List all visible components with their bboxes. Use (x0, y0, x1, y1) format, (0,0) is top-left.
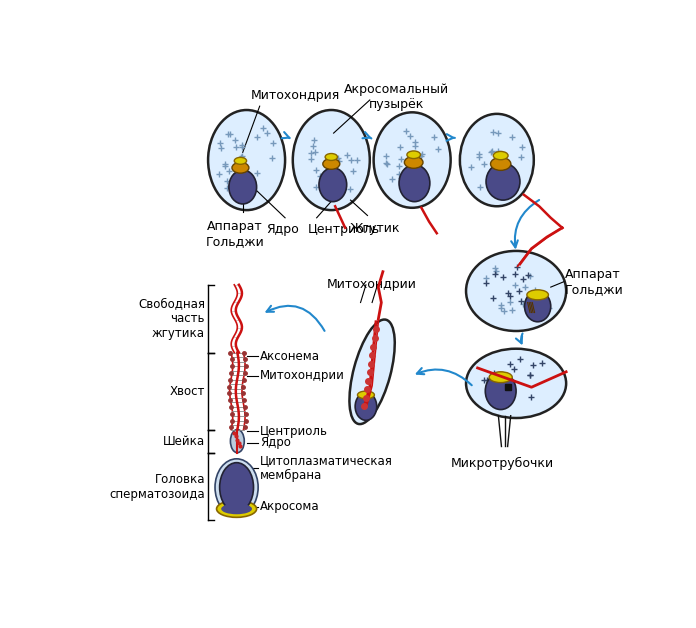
Ellipse shape (216, 501, 257, 517)
Ellipse shape (208, 110, 285, 210)
Text: Шейка: Шейка (163, 435, 205, 448)
Ellipse shape (466, 349, 566, 418)
Ellipse shape (293, 110, 370, 210)
Text: Хвост: Хвост (170, 384, 205, 398)
Text: Жгутик: Жгутик (350, 222, 400, 235)
Text: Аппарат
Гольджи: Аппарат Гольджи (205, 220, 264, 248)
Ellipse shape (493, 151, 508, 160)
Ellipse shape (374, 112, 450, 208)
Text: Центриоль: Центриоль (308, 223, 380, 236)
Ellipse shape (220, 463, 253, 512)
Ellipse shape (235, 158, 246, 165)
Text: Аппарат
Гольджи: Аппарат Гольджи (564, 268, 624, 296)
Ellipse shape (407, 151, 420, 158)
Text: Митохондрия: Митохондрия (251, 89, 340, 102)
Text: Головка
сперматозоида: Головка сперматозоида (109, 472, 205, 501)
Ellipse shape (349, 320, 395, 424)
Ellipse shape (229, 170, 257, 204)
Ellipse shape (323, 158, 340, 170)
Ellipse shape (215, 459, 258, 516)
Ellipse shape (491, 158, 511, 170)
Ellipse shape (486, 163, 520, 200)
Text: Центриоль: Центриоль (260, 425, 328, 438)
Ellipse shape (466, 251, 566, 331)
Text: Митохондрии: Митохондрии (260, 369, 345, 382)
Ellipse shape (527, 290, 548, 300)
Text: Акросома: Акросома (260, 500, 319, 513)
Text: Ядро: Ядро (260, 436, 290, 449)
Ellipse shape (325, 153, 338, 160)
Text: Аксонема: Аксонема (260, 350, 319, 363)
Ellipse shape (485, 372, 516, 409)
Text: Микротрубочки: Микротрубочки (451, 457, 554, 470)
Ellipse shape (319, 168, 347, 202)
Ellipse shape (460, 114, 534, 206)
Text: Ядро: Ядро (267, 223, 299, 236)
Text: Акросомальный
пузырёк: Акросомальный пузырёк (345, 83, 450, 111)
Text: Свободная
часть
жгутика: Свободная часть жгутика (138, 297, 205, 340)
Ellipse shape (399, 165, 430, 202)
Ellipse shape (230, 430, 244, 453)
Ellipse shape (221, 504, 252, 514)
Ellipse shape (358, 391, 374, 399)
Ellipse shape (232, 163, 249, 173)
Ellipse shape (355, 392, 377, 420)
Ellipse shape (404, 156, 423, 168)
Ellipse shape (525, 291, 551, 322)
Ellipse shape (489, 372, 512, 382)
Text: Митохондрии: Митохондрии (327, 278, 417, 291)
Text: Цитоплазматическая
мембрана: Цитоплазматическая мембрана (260, 454, 393, 482)
